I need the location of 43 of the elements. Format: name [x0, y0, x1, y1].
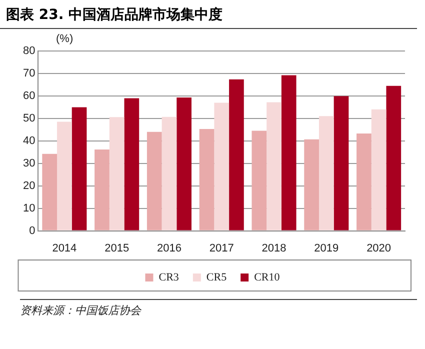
y-tick-label: 60	[22, 90, 36, 102]
x-tick-label: 2020	[366, 242, 392, 254]
legend-label: CR5	[206, 271, 228, 284]
y-tick-label: 40	[22, 134, 36, 147]
chart-title: 图表 23. 中国酒店品牌市场集中度	[0, 0, 417, 29]
bar	[386, 86, 402, 230]
bar	[72, 107, 87, 230]
y-tick-label: 10	[22, 202, 36, 214]
x-tick-label: 2015	[104, 242, 130, 254]
bar	[146, 132, 162, 230]
bar	[356, 133, 372, 230]
y-tick-label: 80	[22, 45, 36, 58]
y-tick-label: 70	[22, 68, 36, 80]
bar	[318, 116, 334, 230]
bar	[229, 79, 244, 230]
x-tick-label: 2014	[52, 242, 77, 254]
x-tick-label: 2018	[262, 242, 286, 254]
y-tick-label: 50	[22, 112, 36, 124]
y-tick-label: 20	[22, 180, 36, 192]
text: 资料来源：中国饭店协会	[20, 299, 417, 318]
bar	[57, 122, 72, 230]
bar	[371, 109, 386, 230]
x-tick-label: 2016	[156, 242, 182, 254]
x-tick-label: 2019	[314, 242, 339, 254]
bar	[124, 98, 140, 230]
y-tick-label: 0	[29, 224, 36, 237]
bar	[199, 128, 214, 230]
bar	[214, 102, 230, 230]
x-tick-label: 2017	[209, 242, 234, 254]
bar	[176, 98, 192, 230]
bar	[304, 139, 319, 230]
legend-label: CR3	[158, 271, 180, 284]
bar	[109, 117, 124, 230]
bar	[94, 149, 110, 230]
y-tick-label: 30	[22, 157, 36, 170]
bar	[252, 130, 267, 230]
legend-label: CR10	[254, 271, 280, 284]
bar	[334, 96, 349, 230]
bar	[266, 102, 282, 230]
bar	[42, 154, 58, 230]
bar	[162, 116, 177, 230]
y-axis-title: (%)	[56, 33, 74, 45]
bar	[281, 75, 296, 230]
